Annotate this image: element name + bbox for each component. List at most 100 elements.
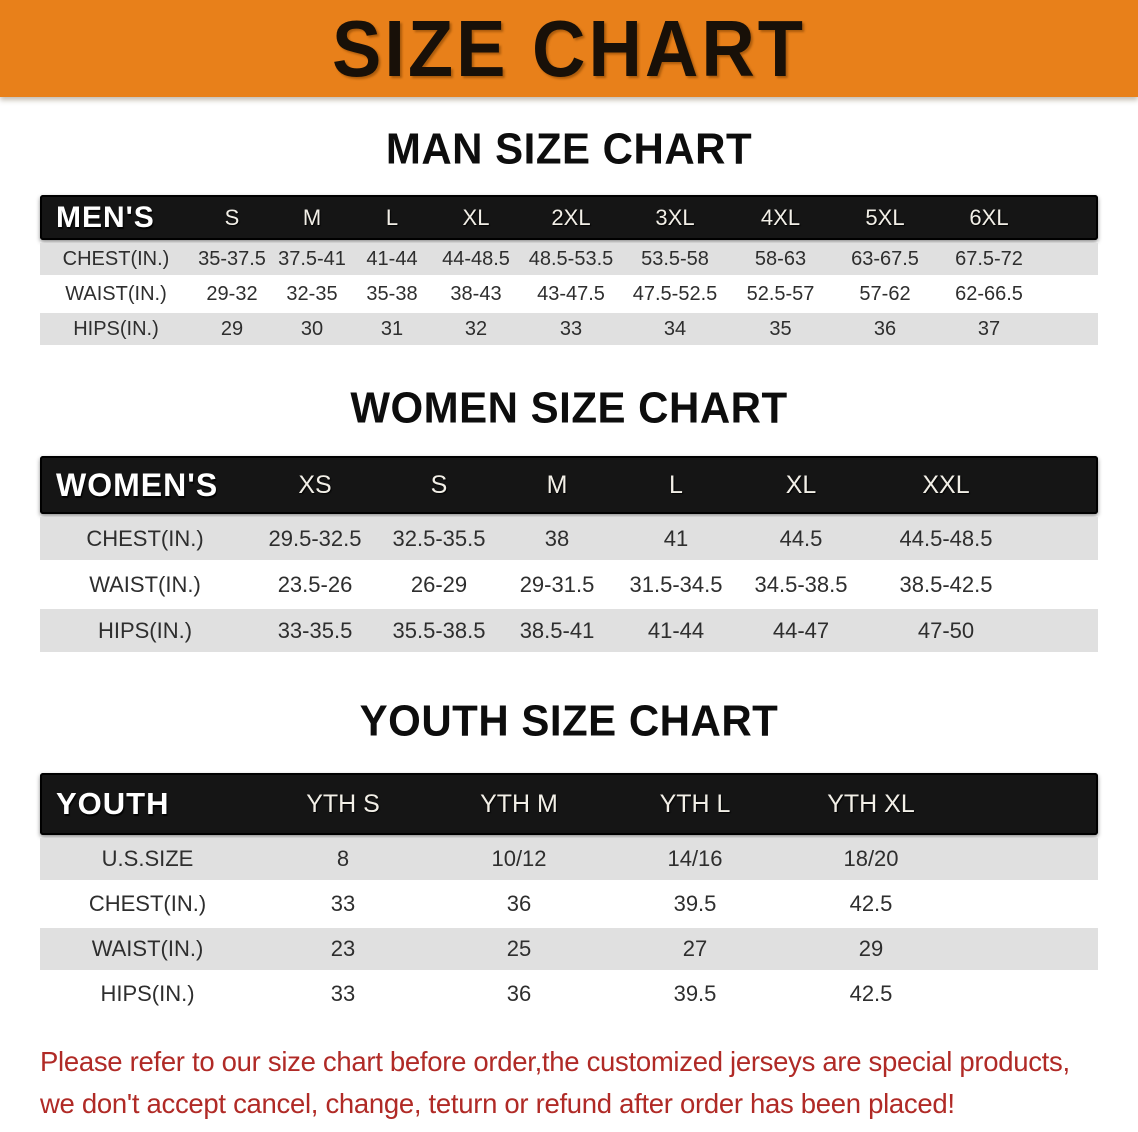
size-value-cell: 37 bbox=[977, 317, 1001, 340]
size-column-header: M bbox=[302, 204, 322, 230]
row-label: CHEST(IN.) bbox=[88, 891, 207, 916]
row-label: WAIST(IN.) bbox=[91, 936, 204, 961]
size-value-cell: 33-35.5 bbox=[277, 617, 353, 643]
table-row: WAIST(IN.) 23 25 27 29 bbox=[40, 928, 1098, 970]
size-value-cell: 31 bbox=[380, 317, 404, 340]
men-section-heading: MAN SIZE CHART bbox=[385, 124, 753, 173]
size-value-cell: 39.5 bbox=[673, 981, 717, 1006]
women-section-heading: WOMEN SIZE CHART bbox=[350, 383, 788, 432]
size-value-cell: 29-32 bbox=[206, 282, 258, 305]
size-column-header: XXL bbox=[922, 470, 970, 499]
size-column-header: YTH XL bbox=[827, 789, 915, 818]
size-value-cell: 47-50 bbox=[917, 617, 975, 643]
size-column-header: S bbox=[430, 470, 448, 499]
size-value-cell: 42.5 bbox=[849, 981, 893, 1006]
size-column-header: M bbox=[546, 470, 568, 499]
size-value-cell: 18/20 bbox=[843, 846, 899, 871]
row-label: WAIST(IN.) bbox=[89, 571, 201, 597]
size-value-cell: 48.5-53.5 bbox=[528, 247, 614, 270]
table-row: U.S.SIZE 8 10/12 14/16 18/20 bbox=[40, 838, 1098, 880]
size-column-header: XS bbox=[298, 470, 332, 499]
size-value-cell: 32 bbox=[464, 317, 488, 340]
size-value-cell: 36 bbox=[873, 317, 897, 340]
size-value-cell: 33 bbox=[559, 317, 583, 340]
size-value-cell: 8 bbox=[336, 846, 350, 871]
youth-section-heading: YOUTH SIZE CHART bbox=[359, 696, 779, 745]
table-corner-label: YOUTH bbox=[56, 786, 170, 821]
size-value-cell: 30 bbox=[300, 317, 324, 340]
size-value-cell: 36 bbox=[506, 891, 532, 916]
size-value-cell: 41 bbox=[663, 525, 689, 551]
table-corner-label: WOMEN'S bbox=[56, 466, 219, 503]
size-value-cell: 41-44 bbox=[366, 247, 418, 270]
youth-table-body: U.S.SIZE 8 10/12 14/16 18/20 CHEST(IN.) 33 36 39… bbox=[40, 838, 1098, 1015]
size-value-cell: 41-44 bbox=[647, 617, 705, 643]
women-table-body: CHEST(IN.) 29.5-32.5 32.5-35.5 38 41 44.5 44.5… bbox=[40, 517, 1098, 652]
size-value-cell: 44-48.5 bbox=[442, 247, 510, 270]
size-column-header: L bbox=[385, 204, 399, 230]
women-table-header-bar: WOMEN'S XS S M L XL XXL bbox=[40, 456, 1098, 514]
size-value-cell: 10/12 bbox=[491, 846, 547, 871]
size-value-cell: 57-62 bbox=[859, 282, 911, 305]
size-value-cell: 27 bbox=[682, 936, 708, 961]
size-value-cell: 62-66.5 bbox=[955, 282, 1023, 305]
size-chart-banner: SIZE CHART bbox=[0, 0, 1138, 97]
table-row: CHEST(IN.) 29.5-32.5 32.5-35.5 38 41 44.5 44.5… bbox=[40, 517, 1098, 560]
size-value-cell: 34.5-38.5 bbox=[754, 571, 848, 597]
women-size-section: WOMEN SIZE CHART WOMEN'S XS S M L XL XXL CHES… bbox=[0, 383, 1138, 652]
size-value-cell: 38 bbox=[544, 525, 570, 551]
youth-size-table: YOUTH YTH S YTH M YTH L YTH XL U.S.SIZE 8 10/… bbox=[40, 773, 1098, 1015]
disclaimer-line-2: we don't accept cancel, change, teturn o… bbox=[40, 1088, 955, 1119]
size-value-cell: 47.5-52.5 bbox=[632, 282, 718, 305]
size-value-cell: 35-37.5 bbox=[198, 247, 266, 270]
size-value-cell: 14/16 bbox=[667, 846, 723, 871]
size-column-header: YTH M bbox=[480, 789, 558, 818]
size-value-cell: 42.5 bbox=[849, 891, 893, 916]
banner-title: SIZE CHART bbox=[332, 3, 806, 94]
size-value-cell: 37.5-41 bbox=[278, 247, 346, 270]
size-value-cell: 32.5-35.5 bbox=[392, 525, 486, 551]
size-value-cell: 39.5 bbox=[673, 891, 717, 916]
men-size-table: MEN'S S M L XL 2XL 3XL 4XL 5XL 6XL CHEST(IN.) 35-… bbox=[40, 195, 1098, 345]
size-value-cell: 43-47.5 bbox=[537, 282, 605, 305]
size-value-cell: 26-29 bbox=[410, 571, 468, 597]
table-row: WAIST(IN.) 23.5-26 26-29 29-31.5 31.5-34.5 34… bbox=[40, 563, 1098, 606]
size-column-header: YTH S bbox=[306, 789, 380, 818]
table-row: HIPS(IN.) 33 36 39.5 42.5 bbox=[40, 973, 1098, 1015]
size-column-header: XL bbox=[462, 204, 490, 230]
men-table-body: CHEST(IN.) 35-37.5 37.5-41 41-44 44-48.5 48.5… bbox=[40, 243, 1098, 345]
size-value-cell: 36 bbox=[506, 981, 532, 1006]
size-column-header: L bbox=[669, 470, 683, 499]
size-value-cell: 29 bbox=[858, 936, 884, 961]
size-column-header: 5XL bbox=[865, 204, 905, 230]
row-label: CHEST(IN.) bbox=[86, 525, 204, 551]
size-column-header: 6XL bbox=[969, 204, 1009, 230]
size-value-cell: 35-38 bbox=[366, 282, 418, 305]
size-value-cell: 29 bbox=[220, 317, 244, 340]
size-value-cell: 29.5-32.5 bbox=[268, 525, 362, 551]
size-column-header: S bbox=[224, 204, 240, 230]
size-value-cell: 23.5-26 bbox=[277, 571, 353, 597]
size-value-cell: 67.5-72 bbox=[955, 247, 1023, 270]
size-value-cell: 33 bbox=[330, 891, 356, 916]
size-column-header: YTH L bbox=[659, 789, 731, 818]
row-label: WAIST(IN.) bbox=[65, 282, 167, 305]
size-value-cell: 38-43 bbox=[450, 282, 502, 305]
size-value-cell: 31.5-34.5 bbox=[629, 571, 723, 597]
size-value-cell: 53.5-58 bbox=[641, 247, 709, 270]
size-column-header: 2XL bbox=[551, 204, 591, 230]
size-value-cell: 32-35 bbox=[286, 282, 338, 305]
table-corner-label: MEN'S bbox=[56, 200, 155, 234]
youth-table-header-bar: YOUTH YTH S YTH M YTH L YTH XL bbox=[40, 773, 1098, 835]
table-row: WAIST(IN.) 29-32 32-35 35-38 38-43 43-47.5 47.… bbox=[40, 278, 1098, 310]
size-value-cell: 63-67.5 bbox=[851, 247, 919, 270]
size-value-cell: 23 bbox=[330, 936, 356, 961]
size-column-header: 3XL bbox=[655, 204, 695, 230]
size-value-cell: 35 bbox=[769, 317, 792, 340]
row-label: HIPS(IN.) bbox=[97, 617, 193, 643]
size-value-cell: 34 bbox=[663, 317, 687, 340]
men-size-section: MAN SIZE CHART MEN'S S M L XL 2XL 3XL 4XL 5XL 6X… bbox=[0, 124, 1138, 345]
size-value-cell: 33 bbox=[330, 981, 356, 1006]
size-column-header: 4XL bbox=[760, 204, 801, 230]
row-label: HIPS(IN.) bbox=[100, 981, 195, 1006]
